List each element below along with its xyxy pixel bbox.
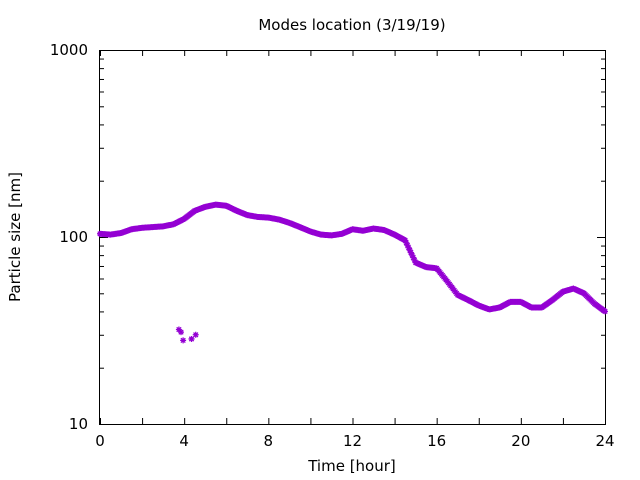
data-point bbox=[180, 337, 187, 344]
y-tick-label: 10 bbox=[69, 415, 88, 433]
data-point bbox=[602, 308, 608, 315]
y-tick-labels: 10 100 1000 bbox=[50, 41, 88, 433]
data-point bbox=[178, 329, 185, 336]
x-tick-label: 8 bbox=[264, 432, 274, 450]
x-tick-label: 16 bbox=[427, 432, 446, 450]
y-axis-label: Particle size [nm] bbox=[6, 172, 24, 302]
x-tick-label: 24 bbox=[595, 432, 614, 450]
x-tick-label: 12 bbox=[343, 432, 362, 450]
data-point bbox=[405, 244, 412, 251]
data-point bbox=[404, 242, 411, 249]
data-point bbox=[402, 237, 409, 244]
data-point bbox=[410, 254, 417, 261]
data-point bbox=[175, 326, 182, 333]
y-tick-label: 100 bbox=[59, 228, 88, 246]
data-point bbox=[188, 335, 195, 342]
x-tick-label: 0 bbox=[95, 432, 105, 450]
data-point bbox=[407, 249, 414, 256]
data-point bbox=[411, 257, 418, 264]
chart-title: Modes location (3/19/19) bbox=[258, 16, 445, 34]
data-point bbox=[403, 239, 410, 246]
data-point bbox=[406, 247, 413, 254]
data-point bbox=[192, 331, 199, 338]
x-axis-label: Time [hour] bbox=[307, 457, 396, 475]
y-tick-label: 1000 bbox=[50, 41, 88, 59]
x-tick-labels: 0 4 8 12 16 20 24 bbox=[95, 432, 614, 450]
axis-ticks bbox=[100, 50, 606, 425]
plot-frame bbox=[99, 50, 606, 425]
x-tick-label: 4 bbox=[179, 432, 189, 450]
data-point bbox=[409, 252, 416, 259]
x-tick-label: 20 bbox=[511, 432, 530, 450]
data-points bbox=[97, 201, 608, 344]
